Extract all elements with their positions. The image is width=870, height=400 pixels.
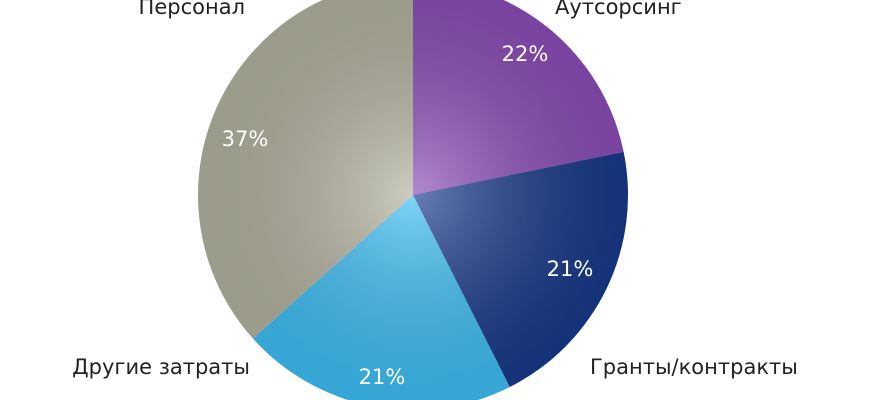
- category-label: Персонал: [139, 0, 245, 19]
- slice-shade: [252, 195, 510, 400]
- slice-shade: [413, 151, 628, 388]
- value-label: 21%: [359, 365, 406, 389]
- slice-shade: [198, 0, 413, 339]
- value-label: 22%: [502, 42, 549, 66]
- pie: [198, 0, 628, 400]
- slice-shade: [413, 0, 624, 195]
- value-label: 21%: [547, 257, 594, 281]
- value-label: 37%: [222, 127, 269, 151]
- category-label: Гранты/контракты: [590, 355, 798, 379]
- category-label: Другие затраты: [72, 355, 250, 379]
- category-label: Аутсорсинг: [555, 0, 682, 19]
